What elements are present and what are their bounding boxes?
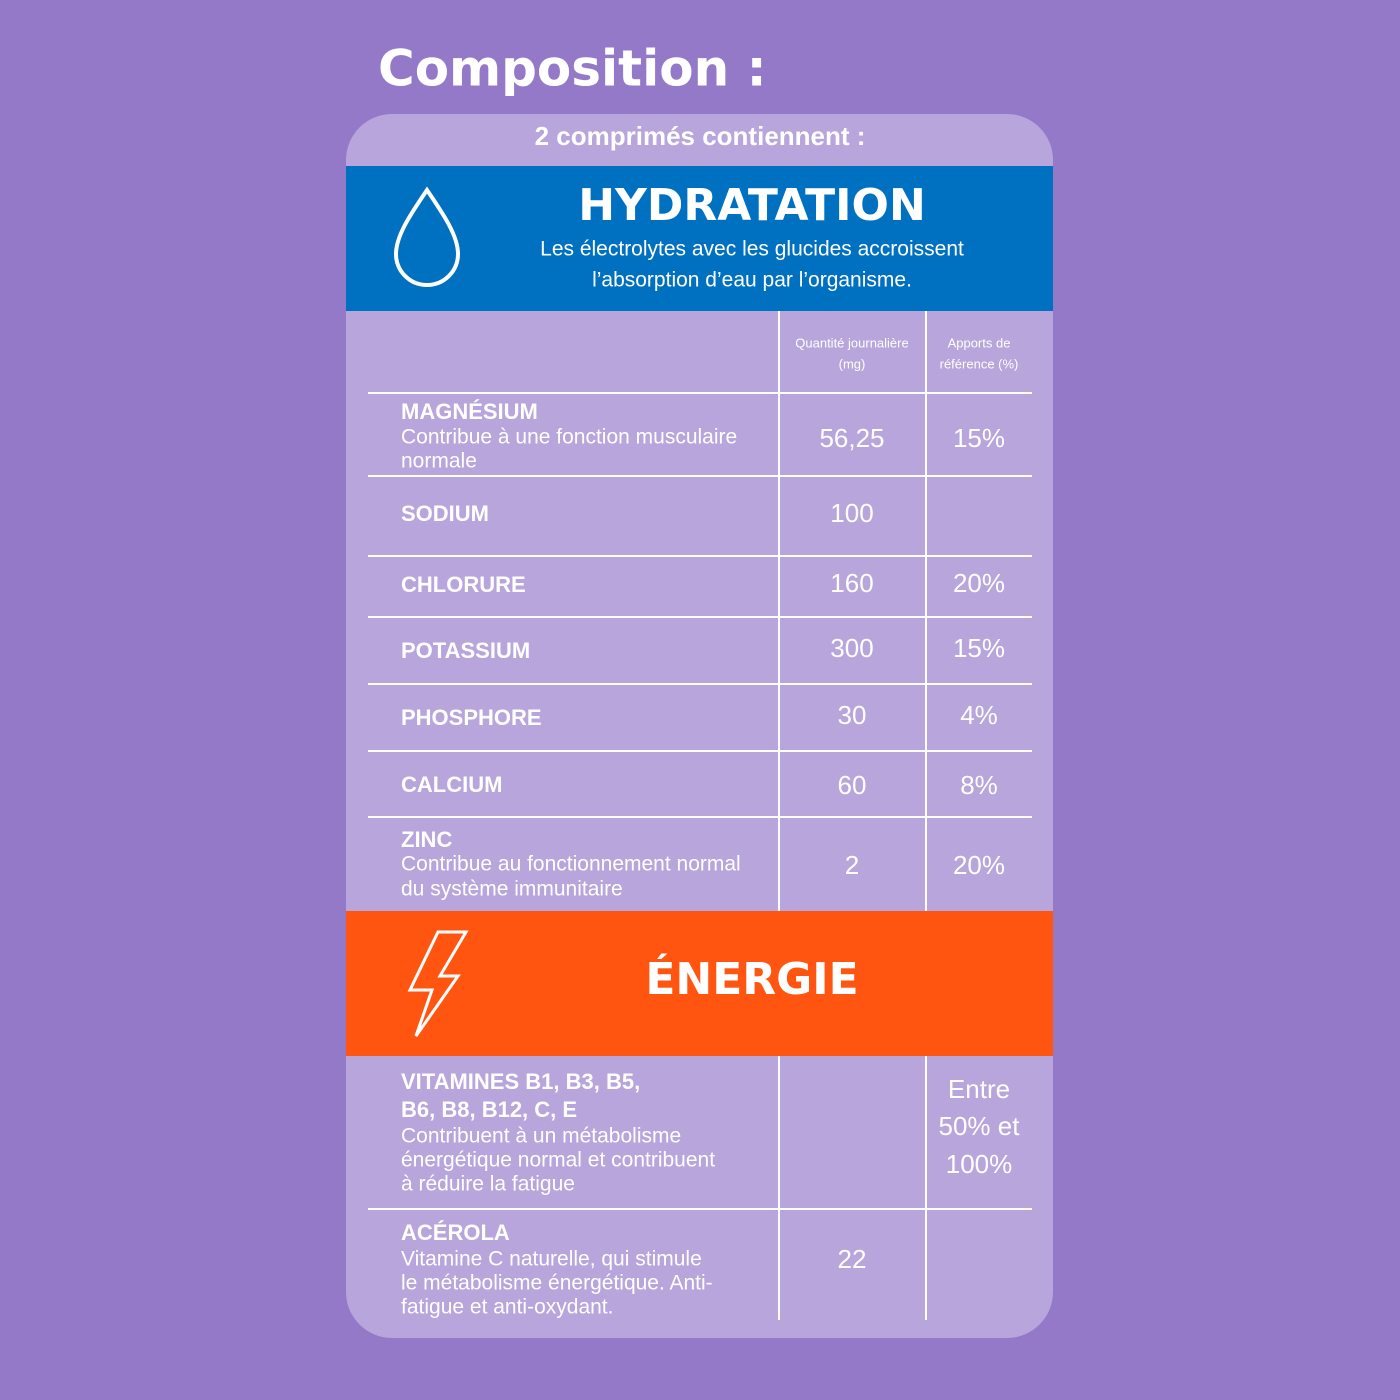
- reference-value: 100%: [946, 1149, 1013, 1179]
- column-header: Quantité journalière: [795, 335, 908, 350]
- reference-value: Entre: [948, 1074, 1010, 1104]
- row-name: ACÉROLA: [401, 1220, 510, 1245]
- reference-value: 8%: [960, 770, 998, 800]
- column-header: (mg): [839, 356, 866, 371]
- hydration-band: [346, 166, 1053, 311]
- column-header: référence (%): [940, 356, 1019, 371]
- quantity-value: 30: [838, 700, 867, 730]
- reference-value: 50% et: [939, 1111, 1021, 1141]
- quantity-value: 300: [830, 633, 873, 663]
- row-description: à réduire la fatigue: [401, 1173, 575, 1196]
- quantity-value: 56,25: [819, 423, 884, 453]
- row-name: B6, B8, B12, C, E: [401, 1097, 577, 1122]
- row-name: CALCIUM: [401, 772, 502, 797]
- drop-icon: [393, 186, 461, 287]
- hydration-description: l’absorption d’eau par l’organisme.: [592, 269, 912, 292]
- reference-value: 20%: [953, 850, 1005, 880]
- subtitle: 2 comprimés contiennent :: [535, 121, 866, 151]
- quantity-value: 2: [845, 850, 859, 880]
- quantity-value: 60: [838, 770, 867, 800]
- hydration-heading: HYDRATATION: [578, 180, 926, 231]
- quantity-value: 160: [830, 568, 873, 598]
- row-description: Contribue au fonctionnement normal: [401, 853, 741, 876]
- reference-value: 15%: [953, 633, 1005, 663]
- quantity-value: 22: [838, 1244, 867, 1274]
- row-name: PHOSPHORE: [401, 705, 542, 730]
- row-name: SODIUM: [401, 501, 489, 526]
- row-description: Contribuent à un métabolisme: [401, 1125, 681, 1148]
- row-description: fatigue et anti-oxydant.: [401, 1296, 613, 1319]
- row-name: VITAMINES B1, B3, B5,: [401, 1069, 640, 1094]
- row-name: POTASSIUM: [401, 638, 530, 663]
- energy-heading: ÉNERGIE: [645, 952, 858, 1005]
- reference-value: 15%: [953, 423, 1005, 453]
- reference-value: 20%: [953, 568, 1005, 598]
- row-description: Contribue à une fonction musculaire: [401, 426, 737, 449]
- row-name: ZINC: [401, 827, 452, 852]
- row-description: le métabolisme énergétique. Anti-: [401, 1272, 713, 1295]
- row-description: énergétique normal et contribuent: [401, 1149, 715, 1172]
- column-header: Apports de: [948, 335, 1011, 350]
- quantity-value: 100: [830, 498, 873, 528]
- row-description: Vitamine C naturelle, qui stimule: [401, 1248, 702, 1271]
- row-name: MAGNÉSIUM: [401, 399, 538, 424]
- title: Composition :: [378, 40, 767, 98]
- hydration-description: Les électrolytes avec les glucides accro…: [540, 238, 964, 261]
- bolt-icon: [407, 930, 469, 1037]
- row-description: normale: [401, 450, 477, 473]
- reference-value: 4%: [960, 700, 998, 730]
- row-description: du système immunitaire: [401, 878, 623, 901]
- row-name: CHLORURE: [401, 572, 526, 597]
- table-lines: [368, 311, 1032, 1320]
